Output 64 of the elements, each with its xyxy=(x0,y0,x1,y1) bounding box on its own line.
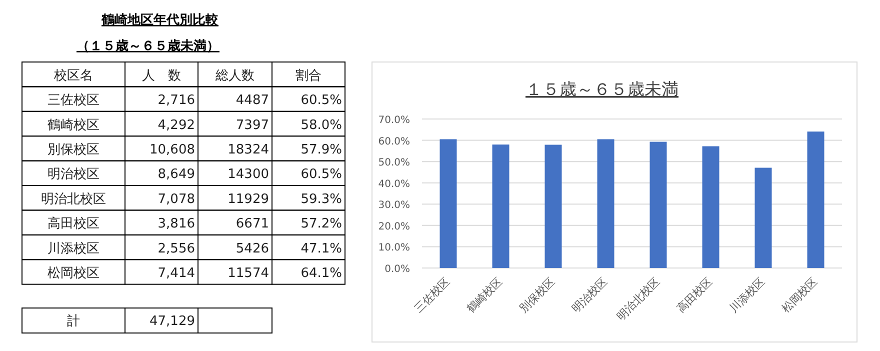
text: 47.1% xyxy=(300,241,342,256)
text: 7,414 xyxy=(158,266,195,281)
text: 59.3% xyxy=(300,192,342,207)
text: 2,716 xyxy=(158,93,195,108)
text: 57.9% xyxy=(300,142,342,158)
text: 60.5% xyxy=(300,167,342,182)
y-tick-label: 40.0% xyxy=(378,178,410,190)
bar xyxy=(650,142,667,268)
text: 11574 xyxy=(228,266,269,281)
bar xyxy=(544,144,562,268)
bar xyxy=(492,144,510,268)
text: 3,816 xyxy=(158,216,195,232)
text: 人 数 xyxy=(142,68,181,84)
text: 57.2% xyxy=(300,216,342,232)
text: 10,608 xyxy=(150,142,195,158)
y-tick-label: 30.0% xyxy=(378,200,410,212)
text: （１５歳～６５歳未満） xyxy=(76,39,220,54)
bar xyxy=(440,139,457,268)
text: 11929 xyxy=(228,192,269,207)
text: 鶴崎校区 xyxy=(48,118,100,133)
bar xyxy=(807,132,824,268)
text: 総人数 xyxy=(214,68,254,84)
text: 4,292 xyxy=(158,118,195,133)
y-tick-label: 60.0% xyxy=(378,136,410,148)
y-tick-label: 10.0% xyxy=(378,242,410,254)
y-tick-label: 20.0% xyxy=(378,221,410,232)
text: 7,078 xyxy=(158,192,195,207)
x-tick-label: 別保校区 xyxy=(517,274,558,316)
x-tick-label: 明治北校区 xyxy=(614,274,662,324)
text: 明治北校区 xyxy=(41,192,106,207)
text: 14300 xyxy=(228,167,269,182)
x-tick-label: 松岡校区 xyxy=(780,274,820,316)
text: 4487 xyxy=(236,93,269,108)
text: 64.1% xyxy=(300,266,342,281)
y-tick-label: 70.0% xyxy=(378,115,410,126)
x-tick-label: 川添校区 xyxy=(727,274,768,316)
text: 60.5% xyxy=(300,93,342,108)
text: 47,129 xyxy=(150,314,195,329)
x-tick-label: 高田校区 xyxy=(674,274,715,316)
text: 計 xyxy=(67,314,80,329)
text: 校区名 xyxy=(53,68,93,84)
text: 高田校区 xyxy=(48,216,100,232)
text: 18324 xyxy=(228,142,269,158)
text: 7397 xyxy=(236,118,269,133)
x-tick-label: 鶴崎校区 xyxy=(464,274,505,316)
text: 三佐校区 xyxy=(48,93,100,108)
chart-title: １５歳～６５歳未満 xyxy=(526,80,678,100)
text: 明治校区 xyxy=(48,167,100,182)
y-tick-label: 50.0% xyxy=(378,158,410,169)
text: 別保校区 xyxy=(48,142,100,158)
text: 川添校区 xyxy=(48,241,100,256)
text: 6671 xyxy=(236,216,269,232)
bar xyxy=(702,146,720,268)
text: 5426 xyxy=(236,241,269,256)
x-tick-label: 明治校区 xyxy=(570,274,610,316)
text: 58.0% xyxy=(300,118,342,133)
text: 割合 xyxy=(296,68,322,84)
bar xyxy=(754,168,772,268)
bar xyxy=(597,139,614,268)
y-tick-label: 0.0% xyxy=(384,264,410,275)
x-tick-label: 三佐校区 xyxy=(412,274,452,316)
text: 2,556 xyxy=(158,241,195,256)
text: 8,649 xyxy=(158,167,195,182)
text: 鶴崎地区年代別比較 xyxy=(100,13,220,28)
